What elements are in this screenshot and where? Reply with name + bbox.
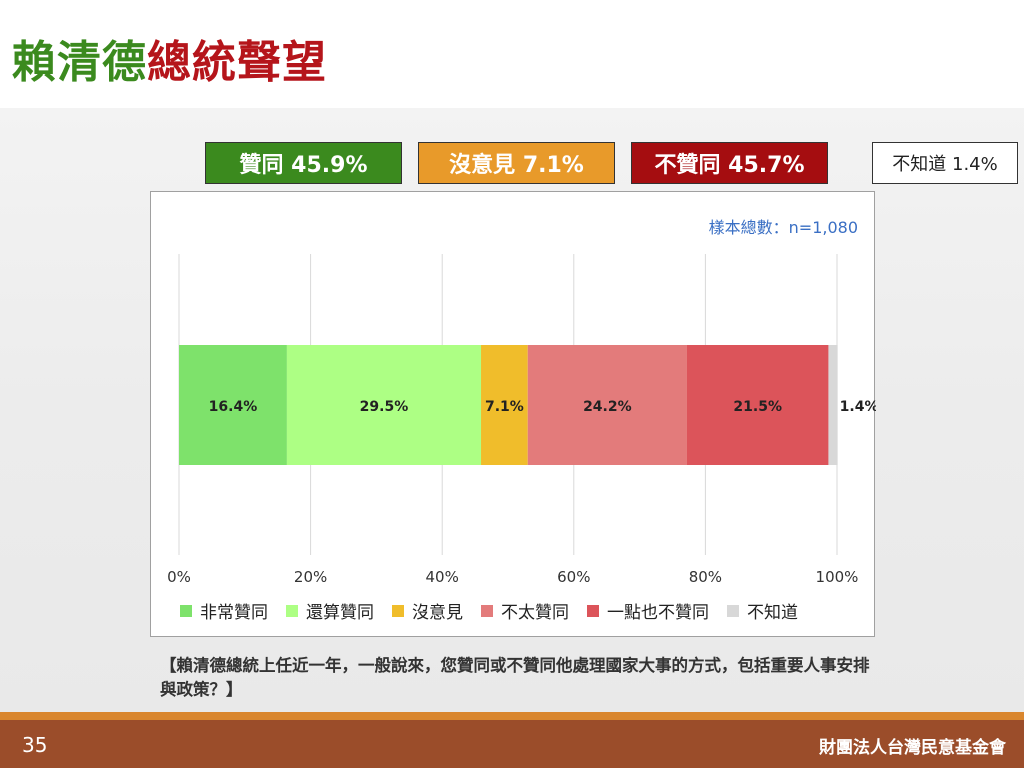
title-subject: 總統聲望 [147, 37, 327, 88]
legend-swatch [392, 604, 404, 617]
legend-label: 不知道 [747, 603, 798, 623]
legend-label: 一點也不贊同 [607, 603, 709, 623]
bar-segment [179, 345, 287, 465]
summary-unknown-box: 不知道 1.4% [872, 142, 1018, 184]
data-label: 1.4% [840, 399, 876, 415]
bar-segment [686, 345, 829, 465]
legend-label: 不太贊同 [501, 603, 569, 623]
legend-label: 還算贊同 [306, 603, 374, 623]
stacked-bar-chart: 0% 20% 40% 60% 80% 100% 16.4% 29.5% 7.1% 24.2% 21.… [167, 254, 876, 586]
summary-agree-box: 贊同 45.9% [205, 142, 402, 184]
title-name: 賴清德 [12, 37, 147, 88]
data-label: 21.5% [733, 399, 782, 415]
data-label: 16.4% [209, 399, 258, 415]
slide-header: 賴清德總統聲望 [0, 0, 1024, 108]
x-tick-label: 0% [167, 568, 191, 586]
data-label: 24.2% [583, 399, 632, 415]
bar-segment [481, 345, 528, 465]
slide-title: 賴清德總統聲望 [12, 26, 327, 90]
legend-item: 不太贊同 [481, 598, 569, 623]
summary-disagree-box: 不贊同 45.7% [631, 142, 828, 184]
legend-item: 沒意見 [392, 598, 463, 623]
legend-swatch [727, 604, 739, 617]
x-tick-label: 40% [426, 568, 459, 586]
legend-item: 一點也不贊同 [587, 598, 709, 623]
x-tick-label: 100% [816, 568, 859, 586]
legend-swatch [481, 604, 493, 617]
organization-name: 財團法人台灣民意基金會 [819, 738, 1006, 758]
chart-panel: 樣本總數：n=1,080 0% 20% 40% 60% 80% 100% 16.4% 29.5… [150, 191, 876, 637]
legend-swatch [180, 604, 192, 617]
x-tick-label: 60% [557, 568, 590, 586]
sample-size-label: 樣本總數：n=1,080 [708, 218, 858, 237]
legend-item: 還算贊同 [286, 598, 374, 623]
data-label: 7.1% [485, 399, 524, 415]
legend-swatch [587, 604, 599, 617]
legend-item: 不知道 [727, 598, 798, 623]
footer-accent-strip [0, 712, 1024, 720]
bar-segment [527, 345, 687, 465]
legend-label: 非常贊同 [200, 603, 268, 623]
legend-swatch [286, 604, 298, 617]
chart-legend: 非常贊同 還算贊同 沒意見 不太贊同 一點也不贊同 不知道 [180, 598, 816, 623]
survey-question: 【賴清德總統上任近一年，一般說來，您贊同或不贊同他處理國家大事的方式，包括重要人… [160, 656, 870, 699]
summary-neutral-box: 沒意見 7.1% [418, 142, 615, 184]
legend-item: 非常贊同 [180, 598, 268, 623]
bar-segment [828, 345, 838, 465]
data-label: 29.5% [360, 399, 409, 415]
legend-label: 沒意見 [412, 603, 463, 623]
page-number: 35 [22, 733, 48, 757]
slide-footer: 35 財團法人台灣民意基金會 [0, 720, 1024, 768]
bar-segment [286, 345, 482, 465]
x-tick-label: 80% [689, 568, 722, 586]
x-tick-label: 20% [294, 568, 327, 586]
